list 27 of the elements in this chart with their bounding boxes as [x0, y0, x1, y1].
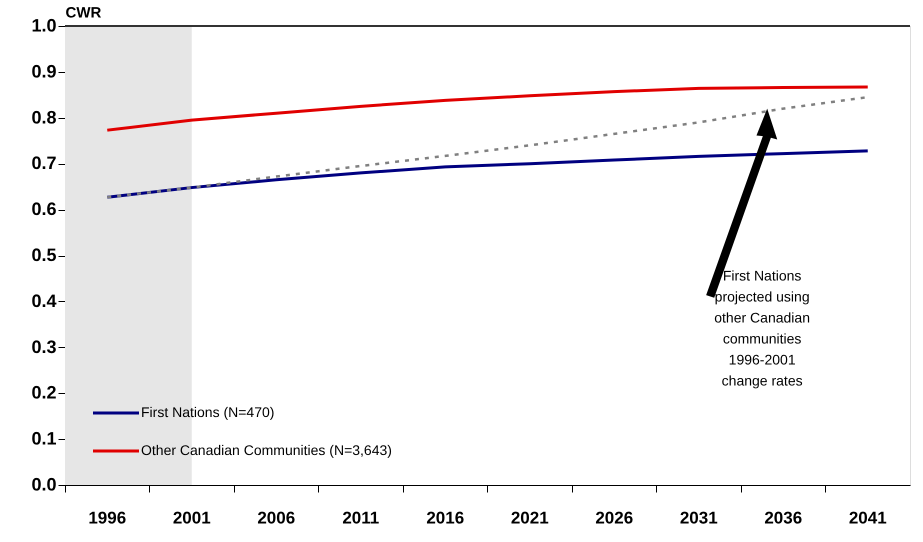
y-tick-label: 0.2	[31, 382, 56, 403]
legend-label: First Nations (N=470)	[141, 404, 274, 420]
x-tick-label: 2041	[848, 508, 887, 528]
x-tick-label: 2021	[510, 508, 549, 528]
line-series	[106, 86, 870, 132]
y-tick-label: 0.6	[31, 199, 56, 220]
annotation: First Nations projected using other Canadian communities 1996-2001 change rates	[714, 267, 810, 388]
y-tick-label: 0.7	[31, 153, 56, 174]
y-tick-label: 0.8	[31, 107, 56, 128]
x-tick-label: 2001	[172, 508, 211, 528]
x-tick-label: 2006	[257, 508, 296, 528]
x-tick-label: 2011	[342, 508, 380, 528]
x-tick-label: 2026	[595, 508, 634, 528]
line-series	[106, 149, 870, 199]
x-tick-label: 2031	[680, 508, 718, 528]
y-tick-label: 0.9	[31, 61, 56, 82]
y-tick-label: 0.5	[31, 245, 56, 265]
y-tick-label: 1.0	[31, 16, 56, 36]
y-tick-label: 0.0	[31, 474, 56, 494]
x-tick-label: 2016	[426, 508, 464, 528]
y-axis-title: CWR	[66, 4, 102, 22]
y-tick-label: 0.4	[31, 290, 56, 311]
x-tick-label: 1996	[88, 508, 126, 528]
x-tick-label: 2036	[764, 508, 802, 528]
y-tick-label: 0.3	[31, 336, 56, 357]
y-tick-label: 0.1	[31, 428, 56, 449]
legend-label: Other Canadian Communities (N=3,643)	[141, 442, 392, 458]
